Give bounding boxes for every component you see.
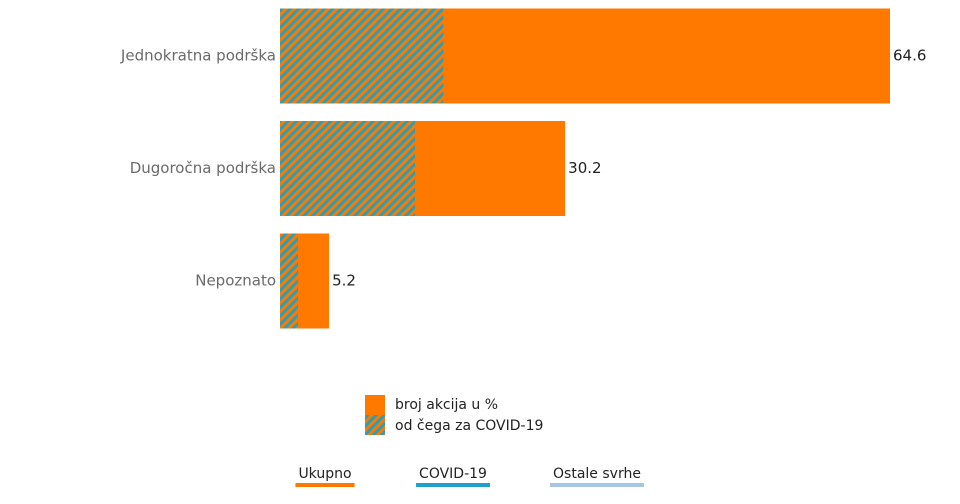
tab-label[interactable]: COVID-19 <box>419 466 487 482</box>
legend-label: broj akcija u % <box>395 397 498 413</box>
value-label: 5.2 <box>332 272 356 290</box>
legend-swatch <box>365 415 385 435</box>
tab-label[interactable]: Ukupno <box>298 466 351 482</box>
bar-covid <box>280 233 298 329</box>
category-label: Dugoročna podrška <box>130 159 276 177</box>
tab-underline <box>416 483 490 487</box>
tab-underline <box>295 483 355 487</box>
value-label: 30.2 <box>568 159 601 177</box>
tab-label[interactable]: Ostale svrhe <box>553 466 641 482</box>
bar-covid <box>280 8 444 104</box>
value-label: 64.6 <box>893 47 926 65</box>
category-label: Jednokratna podrška <box>120 47 276 65</box>
bar-covid <box>280 121 416 216</box>
tab-underline <box>550 483 644 487</box>
legend-label: od čega za COVID-19 <box>395 418 543 434</box>
category-label: Nepoznato <box>195 272 276 290</box>
legend-swatch <box>365 395 385 415</box>
